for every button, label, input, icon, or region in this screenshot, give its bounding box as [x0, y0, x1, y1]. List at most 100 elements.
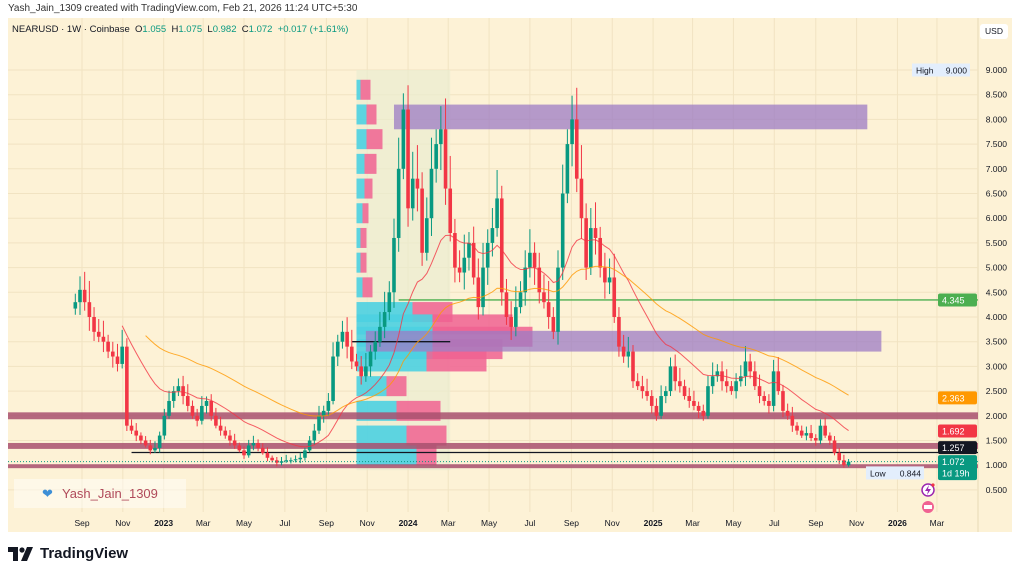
candle-up: [303, 450, 307, 458]
candle-up: [204, 400, 209, 406]
candle-down: [190, 405, 195, 416]
volume-profile-down-bar: [364, 178, 373, 199]
author-watermark: ❤ Yash_Jain_1309: [14, 479, 186, 508]
candle-down: [617, 317, 621, 347]
candle-up: [378, 326, 382, 342]
candle-up: [284, 460, 288, 462]
candle-down: [631, 351, 635, 382]
candle-up: [317, 415, 321, 431]
candle-down: [101, 336, 106, 342]
candle-down: [621, 346, 626, 357]
candle-up: [293, 459, 298, 461]
symbol-label[interactable]: NEARUSD · 1W · Coinbase: [12, 24, 130, 35]
candle-up: [439, 129, 443, 145]
y-tick-label: 1.000: [986, 460, 1008, 470]
candle-down: [143, 440, 148, 446]
candle-up: [514, 307, 518, 327]
tradingview-logo[interactable]: TradingView: [8, 545, 128, 562]
candle-up: [490, 228, 495, 243]
candle-up: [710, 376, 715, 387]
currency-button[interactable]: USD: [980, 24, 1008, 39]
y-tick-label: 4.000: [986, 312, 1008, 322]
candle-down: [260, 447, 265, 453]
high-marker-value: 9.000: [946, 66, 968, 76]
candle-down: [275, 460, 279, 463]
y-tick-label: 5.500: [986, 238, 1008, 248]
candle-down: [471, 242, 476, 278]
volume-profile-up-bar: [356, 376, 387, 397]
candle-up: [518, 292, 523, 308]
heart-icon: ❤: [42, 486, 53, 501]
x-tick-label: Jul: [769, 518, 780, 528]
candle-down: [687, 396, 692, 401]
volume-profile-up-bar: [356, 203, 363, 224]
candle-down: [832, 440, 837, 453]
candle-up: [246, 445, 251, 456]
candle-up: [738, 376, 743, 382]
candle-down: [813, 438, 818, 441]
candle-up: [481, 267, 485, 308]
candle-up: [331, 356, 335, 401]
price-label-value: 2.363: [942, 393, 965, 403]
y-tick-label: 3.500: [986, 337, 1008, 347]
y-tick-label: 4.500: [986, 287, 1008, 297]
change-value: +0.017 (+1.61%): [277, 24, 349, 35]
candle-down: [237, 445, 242, 451]
brand-name: TradingView: [40, 545, 129, 562]
candle-up: [659, 396, 663, 416]
ema-slow-line: [145, 265, 849, 417]
ema-fast-line: [121, 234, 849, 448]
candle-down: [603, 267, 607, 283]
volume-profile-down-bar: [406, 425, 447, 446]
candle-down: [720, 371, 724, 382]
candle-up: [734, 381, 738, 392]
y-tick-label: 7.500: [986, 139, 1008, 149]
candle-down: [696, 405, 701, 411]
candle-up: [804, 433, 809, 436]
candle-down: [724, 381, 729, 387]
volume-profile-down-bar: [360, 252, 367, 273]
price-label-box: [938, 424, 977, 438]
candle-down: [354, 361, 359, 367]
volume-profile-up-bar: [356, 351, 427, 372]
candle-down: [443, 129, 448, 189]
price-label-value: 1.257: [942, 443, 965, 453]
candle-down: [823, 425, 827, 436]
price-label-box: [938, 441, 977, 455]
candle-down: [654, 405, 659, 416]
candle-down: [762, 396, 767, 401]
candle-down: [781, 391, 785, 411]
candle-down: [195, 415, 199, 421]
low-marker-value: 0.844: [900, 468, 922, 478]
candle-down: [551, 317, 556, 332]
candle-down: [256, 442, 260, 448]
price-label-box: [938, 391, 977, 405]
y-tick-label: 6.000: [986, 213, 1008, 223]
candle-up: [523, 267, 528, 293]
zone-band: [8, 412, 978, 420]
candle-down: [345, 331, 349, 347]
candle-down: [476, 277, 481, 308]
candle-down: [139, 435, 143, 441]
candle-up: [560, 193, 565, 268]
x-tick-label: Nov: [605, 518, 621, 528]
candle-down: [509, 317, 513, 327]
volume-profile-up-bar: [356, 227, 361, 248]
candle-down: [682, 386, 687, 397]
candle-down: [612, 277, 617, 317]
volume-profile-down-bar: [366, 104, 377, 125]
candle-down: [532, 252, 537, 268]
candle-down: [649, 396, 654, 406]
volume-profile-down-bar: [426, 351, 487, 372]
candle-down: [579, 178, 584, 219]
candle-down: [106, 341, 110, 352]
x-tick-label: Nov: [360, 518, 376, 528]
candle-up: [410, 178, 415, 209]
candle-up: [565, 144, 570, 194]
x-tick-label: May: [725, 518, 742, 528]
y-tick-label: 0.500: [986, 485, 1008, 495]
candle-up: [401, 109, 406, 169]
candle-down: [270, 457, 274, 461]
candle-down: [457, 267, 462, 273]
